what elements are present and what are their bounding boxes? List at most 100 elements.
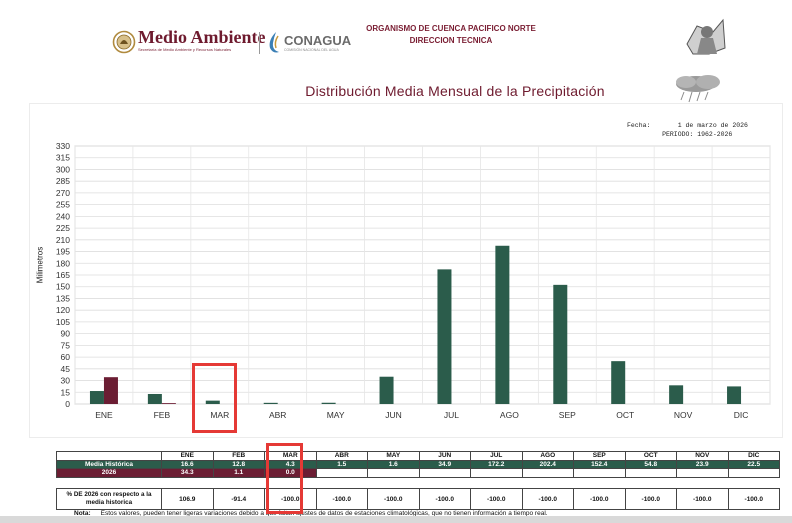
footnote: Nota: Estos valores, pueden tener ligeras… bbox=[74, 510, 548, 517]
table-cell: -100.0 bbox=[727, 488, 780, 510]
highlight-mar-column bbox=[266, 443, 303, 514]
y-tick-label: 15 bbox=[61, 387, 71, 397]
chart-frame bbox=[29, 103, 783, 438]
x-tick-label: JUL bbox=[444, 410, 459, 420]
footnote-text: Estos valores, pueden tener ligeras vari… bbox=[100, 510, 548, 517]
table-cell bbox=[367, 468, 420, 478]
table-cell: 54.8 bbox=[624, 459, 677, 469]
table-cell bbox=[573, 468, 626, 478]
y-tick-label: 135 bbox=[56, 293, 70, 303]
y-tick-label: 60 bbox=[61, 352, 71, 362]
department-name: DIRECCION TECNICA bbox=[409, 36, 493, 45]
bar-historic-ago bbox=[495, 245, 510, 404]
table-header-cell: ENE bbox=[161, 451, 214, 461]
y-tick-label: 285 bbox=[56, 176, 70, 186]
table-cell: 1.1 bbox=[212, 468, 265, 478]
table-cell bbox=[521, 468, 574, 478]
y-tick-label: 315 bbox=[56, 153, 70, 163]
conagua-logo: CONAGUA COMISIÓN NACIONAL DEL AGUA bbox=[266, 30, 356, 56]
table-cell: 12.8 bbox=[212, 459, 265, 469]
x-tick-label: DIC bbox=[734, 410, 749, 420]
y-tick-label: 45 bbox=[61, 364, 71, 374]
table-cell bbox=[624, 468, 677, 478]
logo-ma-subtitle: Secretaría de Medio Ambiente y Recursos … bbox=[138, 47, 232, 52]
y-tick-label: 330 bbox=[56, 141, 70, 151]
table-corner-cell bbox=[56, 451, 162, 461]
series-label-current: 2026 bbox=[56, 468, 162, 478]
x-tick-label: JUN bbox=[385, 410, 402, 420]
table-header-row: ENE FEB MAR ABR MAY JUN JUL AGO SEP OCT NOV DIC bbox=[56, 451, 780, 461]
medio-ambiente-logo: Medio Ambiente Secretaría de Medio Ambie… bbox=[112, 26, 266, 58]
table-cell bbox=[727, 468, 780, 478]
flag-icon bbox=[686, 18, 726, 55]
table-header-cell: NOV bbox=[676, 451, 729, 461]
table-header-cell: FEB bbox=[212, 451, 265, 461]
chart-grid bbox=[74, 145, 771, 405]
logo-divider bbox=[259, 32, 260, 54]
y-tick-label: 165 bbox=[56, 270, 70, 280]
table-row: 2026 34.3 1.1 0.0 bbox=[56, 468, 780, 478]
chart-title: Distribución Media Mensual de la Precipi… bbox=[305, 83, 605, 99]
x-tick-label: ABR bbox=[269, 410, 286, 420]
x-tick-label: OCT bbox=[616, 410, 634, 420]
x-tick-label: MAR bbox=[210, 410, 229, 420]
table-cell: 1.6 bbox=[367, 459, 420, 469]
table-cell: 22.5 bbox=[727, 459, 780, 469]
table-header-cell: AGO bbox=[521, 451, 574, 461]
table-cell: -100.0 bbox=[624, 488, 677, 510]
table-header-cell: JUL bbox=[470, 451, 523, 461]
table-cell: -100.0 bbox=[676, 488, 729, 510]
y-tick-label: 210 bbox=[56, 235, 70, 245]
table-header-cell: ABR bbox=[315, 451, 368, 461]
monthly-data-table: ENE FEB MAR ABR MAY JUN JUL AGO SEP OCT NOV DIC Med… bbox=[56, 451, 780, 478]
cloud-icon bbox=[676, 75, 720, 103]
x-tick-label: NOV bbox=[674, 410, 693, 420]
y-tick-label: 75 bbox=[61, 340, 71, 350]
highlight-mar-bar bbox=[192, 363, 237, 433]
table-cell bbox=[676, 468, 729, 478]
table-cell: 152.4 bbox=[573, 459, 626, 469]
series-label-historic: Media Histórica bbox=[56, 459, 162, 469]
percentage-row-label: % DE 2026 con respecto a la media histor… bbox=[56, 488, 162, 510]
y-tick-label: 0 bbox=[65, 399, 70, 409]
table-cell: -100.0 bbox=[367, 488, 420, 510]
bar-historic-feb bbox=[147, 393, 162, 404]
table-cell: 16.6 bbox=[161, 459, 214, 469]
logo-ma-text: Medio Ambiente bbox=[138, 27, 266, 47]
y-tick-label: 255 bbox=[56, 200, 70, 210]
y-tick-label: 240 bbox=[56, 211, 70, 221]
table-cell: -91.4 bbox=[212, 488, 265, 510]
table-cell: -100.0 bbox=[470, 488, 523, 510]
x-tick-label: FEB bbox=[154, 410, 171, 420]
table-cell bbox=[315, 468, 368, 478]
bar-historic-dic bbox=[727, 386, 742, 404]
x-tick-label: ENE bbox=[95, 410, 113, 420]
y-tick-label: 30 bbox=[61, 376, 71, 386]
table-cell: 202.4 bbox=[521, 459, 574, 469]
water-drop-icon bbox=[269, 32, 279, 53]
table-cell: -100.0 bbox=[573, 488, 626, 510]
table-cell: -100.0 bbox=[418, 488, 471, 510]
table-header-cell: JUN bbox=[418, 451, 471, 461]
table-cell: -100.0 bbox=[315, 488, 368, 510]
y-tick-label: 195 bbox=[56, 247, 70, 257]
bar-historic-oct bbox=[611, 361, 626, 404]
bar-historic-sep bbox=[553, 284, 568, 404]
organization-name: ORGANISMO DE CUENCA PACIFICO NORTE bbox=[366, 24, 536, 33]
table-cell: -100.0 bbox=[521, 488, 574, 510]
bar-historic-abr bbox=[263, 402, 278, 404]
y-tick-label: 105 bbox=[56, 317, 70, 327]
table-header-cell: OCT bbox=[624, 451, 677, 461]
table-row: Media Histórica 16.6 12.8 4.3 1.5 1.6 34.9 172… bbox=[56, 459, 780, 469]
bar-historic-nov bbox=[669, 385, 684, 404]
table-cell: 106.9 bbox=[161, 488, 214, 510]
y-tick-label: 180 bbox=[56, 258, 70, 268]
y-tick-label: 90 bbox=[61, 329, 71, 339]
bar-historic-jun bbox=[379, 376, 394, 404]
y-tick-label: 150 bbox=[56, 282, 70, 292]
bar-current-ene bbox=[103, 377, 118, 404]
table-cell: 1.5 bbox=[315, 459, 368, 469]
logo-conagua-subtitle: COMISIÓN NACIONAL DEL AGUA bbox=[284, 48, 339, 52]
y-tick-label: 270 bbox=[56, 188, 70, 198]
